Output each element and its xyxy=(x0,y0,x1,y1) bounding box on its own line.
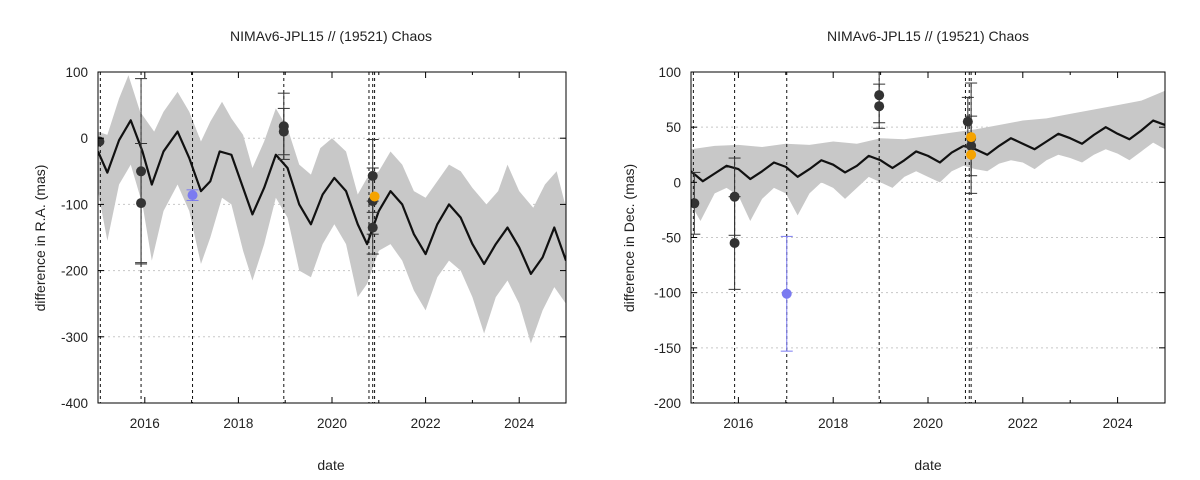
data-point xyxy=(874,90,885,101)
chart-title: NIMAv6-JPL15 // (19521) Chaos xyxy=(827,28,1029,44)
data-point xyxy=(187,190,198,201)
data-point xyxy=(729,238,740,249)
x-tick-label: 2022 xyxy=(1008,416,1038,431)
data-point xyxy=(966,140,977,151)
y-tick-label: -150 xyxy=(654,341,681,356)
data-point xyxy=(966,132,977,143)
y-tick-label: 100 xyxy=(658,65,681,80)
data-point xyxy=(98,136,105,147)
x-axis-label: date xyxy=(914,457,941,473)
y-tick-label: 0 xyxy=(80,131,88,146)
y-tick-label: -200 xyxy=(61,264,88,279)
data-point xyxy=(367,170,378,181)
data-point xyxy=(966,149,977,160)
y-axis-label: difference in R.A. (mas) xyxy=(32,165,48,312)
y-tick-label: -100 xyxy=(654,286,681,301)
y-tick-label: -300 xyxy=(61,330,88,345)
data-point xyxy=(691,198,700,209)
ra-difference-chart: NIMAv6-JPL15 // (19521) Chaos date diffe… xyxy=(32,28,567,473)
x-tick-label: 2016 xyxy=(723,416,753,431)
data-point xyxy=(729,191,740,202)
x-axis-label: date xyxy=(317,457,344,473)
plot-area xyxy=(691,72,1165,403)
y-tick-label: 50 xyxy=(666,120,681,135)
data-point xyxy=(278,126,289,137)
x-tick-label: 2018 xyxy=(818,416,848,431)
plot-area xyxy=(98,72,566,403)
model-line xyxy=(691,119,1165,183)
data-point xyxy=(367,222,378,233)
y-axis-label: difference in Dec. (mas) xyxy=(621,164,637,312)
x-tick-label: 2020 xyxy=(317,416,347,431)
model-line xyxy=(98,119,566,276)
y-tick-label: 0 xyxy=(673,175,681,190)
x-tick-label: 2020 xyxy=(913,416,943,431)
y-tick-label: -100 xyxy=(61,197,88,212)
data-point xyxy=(962,116,973,127)
data-point xyxy=(874,101,885,112)
chart-title: NIMAv6-JPL15 // (19521) Chaos xyxy=(230,28,432,44)
x-tick-label: 2016 xyxy=(130,416,160,431)
uncertainty-band xyxy=(98,75,566,344)
x-tick-label: 2022 xyxy=(411,416,441,431)
y-tick-label: -50 xyxy=(661,231,681,246)
x-tick-label: 2024 xyxy=(504,416,535,431)
data-point xyxy=(136,166,147,177)
dec-difference-chart: NIMAv6-JPL15 // (19521) Chaos date diffe… xyxy=(621,28,1166,473)
y-tick-label: -200 xyxy=(654,396,681,411)
y-tick-label: -400 xyxy=(61,396,88,411)
data-point xyxy=(369,191,380,202)
x-tick-label: 2024 xyxy=(1103,416,1134,431)
data-point xyxy=(781,288,792,299)
data-point xyxy=(136,198,147,209)
x-tick-label: 2018 xyxy=(223,416,253,431)
y-tick-label: 100 xyxy=(65,65,88,80)
